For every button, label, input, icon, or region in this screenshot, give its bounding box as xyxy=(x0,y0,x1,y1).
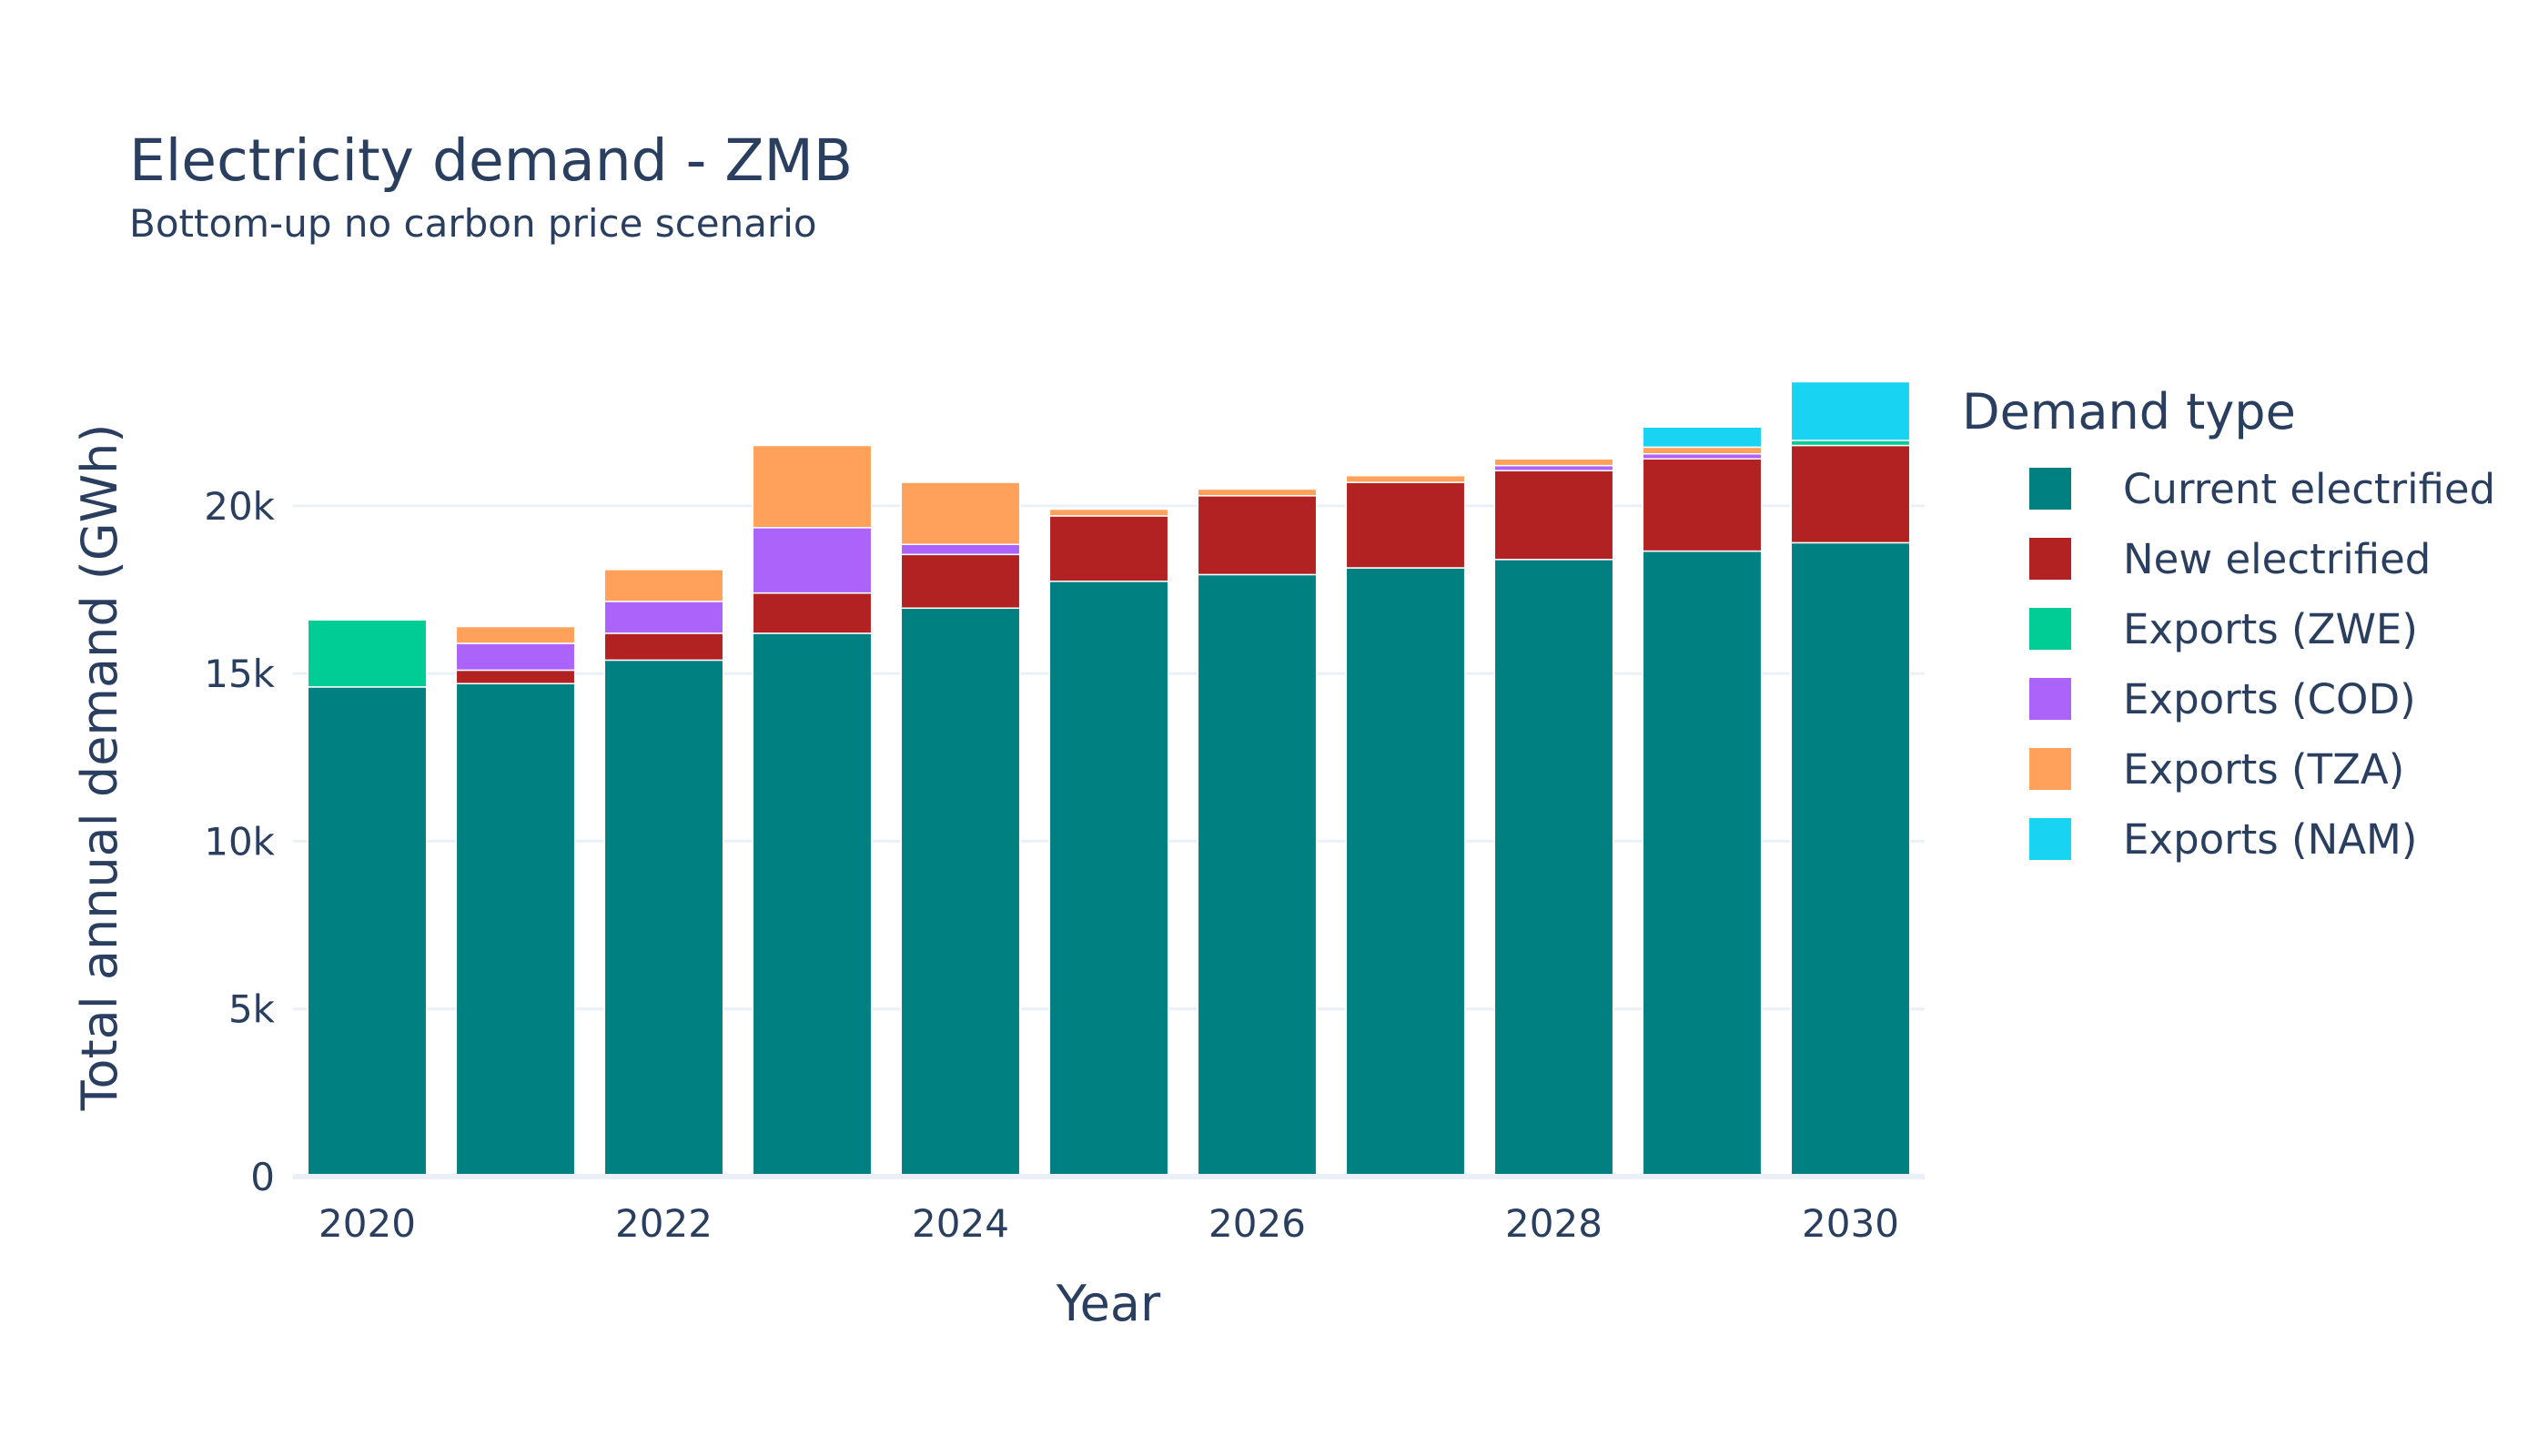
x-tick-label: 2026 xyxy=(1208,1201,1306,1246)
bar-segment xyxy=(1197,488,1318,497)
bar-segment xyxy=(603,659,724,1178)
bar-segment xyxy=(603,569,724,602)
bar-segment xyxy=(752,592,873,634)
x-axis-title: Year xyxy=(1056,1275,1161,1332)
bar-segment xyxy=(307,686,428,1178)
bar-segment xyxy=(1790,444,1911,544)
bar-segment xyxy=(603,632,724,662)
bar-segment xyxy=(1048,508,1169,517)
bar-segment xyxy=(900,543,1021,556)
legend-swatch xyxy=(2029,538,2071,580)
legend-swatch xyxy=(2029,468,2071,510)
bar-segment xyxy=(307,619,428,688)
legend-label: New electrified xyxy=(2123,535,2431,583)
bar-segment xyxy=(455,625,576,644)
axes: 0 5k 10k 15k 20k 2020 2022 2024 2026 2028 2030 xyxy=(204,484,1925,1246)
legend-label: Exports (TZA) xyxy=(2123,745,2404,794)
bar-segment xyxy=(1642,458,1763,552)
bar-segment xyxy=(1642,446,1763,455)
legend-label: Exports (COD) xyxy=(2123,675,2416,723)
bar-segment xyxy=(1493,464,1614,471)
bar-segment xyxy=(1642,426,1763,449)
bar-segment xyxy=(1790,380,1911,441)
y-tick-label: 5k xyxy=(228,987,276,1032)
bar-segment xyxy=(455,682,576,1178)
y-tick-label: 10k xyxy=(204,819,275,864)
chart-subtitle: Bottom-up no carbon price scenario xyxy=(129,201,817,246)
chart-title: Electricity demand - ZMB xyxy=(129,127,853,194)
bar-segment xyxy=(455,669,576,684)
legend-title: Demand type xyxy=(1962,383,2296,440)
bar-segment xyxy=(1642,452,1763,460)
y-tick-label: 20k xyxy=(204,484,275,529)
legend-swatch xyxy=(2029,608,2071,650)
x-tick-label: 2028 xyxy=(1505,1201,1603,1246)
bar-segment xyxy=(1345,474,1466,483)
bar-segment xyxy=(1790,541,1911,1178)
bar-segment xyxy=(752,632,873,1178)
bar-segment xyxy=(1048,515,1169,582)
bar-segment xyxy=(1790,440,1911,447)
bar-segment xyxy=(900,607,1021,1178)
legend-label: Exports (ZWE) xyxy=(2123,605,2418,653)
bar-segment xyxy=(1493,559,1614,1178)
x-tick-label: 2024 xyxy=(912,1201,1009,1246)
bar-segment xyxy=(455,642,576,672)
bar-segment xyxy=(1345,567,1466,1178)
x-tick-label: 2030 xyxy=(1802,1201,1899,1246)
bar-segment xyxy=(1493,470,1614,561)
bar-segment xyxy=(900,553,1021,610)
bar-segment xyxy=(1197,495,1318,576)
bars xyxy=(307,380,1911,1178)
legend-label: Exports (NAM) xyxy=(2123,815,2417,864)
legend-swatch xyxy=(2029,678,2071,720)
legend-label: Current electrified xyxy=(2123,465,2495,513)
legend: Demand type Current electrified New elect… xyxy=(1962,383,2495,864)
bar-segment xyxy=(1048,581,1169,1178)
bar-segment xyxy=(1345,481,1466,569)
bar-segment xyxy=(1642,550,1763,1178)
bar-segment xyxy=(900,481,1021,545)
bar-segment xyxy=(603,601,724,634)
y-axis-title: Total annual demand (GWh) xyxy=(71,424,128,1112)
legend-swatch xyxy=(2029,748,2071,790)
y-tick-label: 15k xyxy=(204,652,275,696)
x-tick-label: 2022 xyxy=(615,1201,713,1246)
bar-segment xyxy=(752,444,873,529)
bar-segment xyxy=(1197,573,1318,1178)
x-tick-label: 2020 xyxy=(318,1201,416,1246)
bar-segment xyxy=(1493,458,1614,467)
legend-swatch xyxy=(2029,818,2071,860)
y-tick-label: 0 xyxy=(250,1155,275,1199)
bar-segment xyxy=(752,527,873,594)
